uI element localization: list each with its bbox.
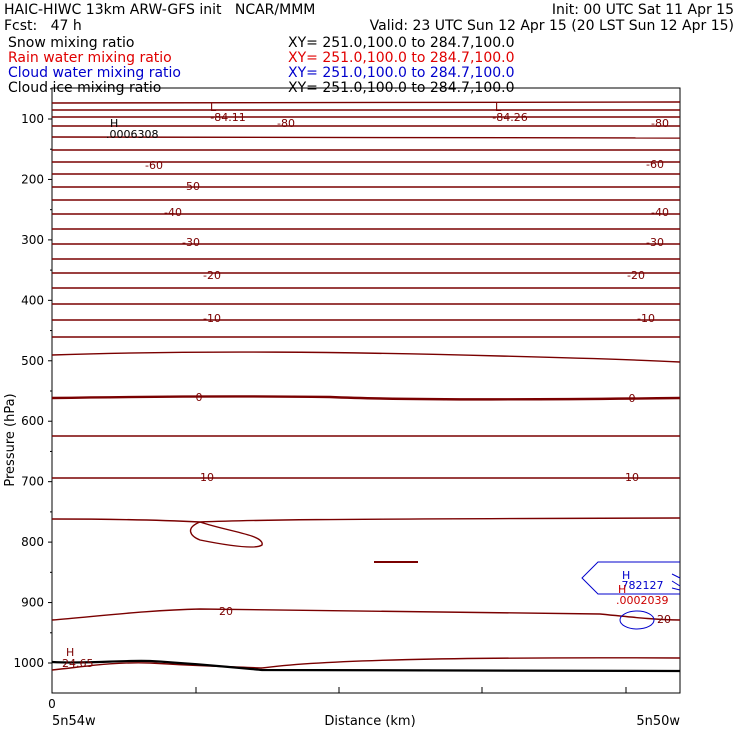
- contour-label-7: -40: [164, 206, 182, 219]
- y-tick-label-500: 500: [21, 354, 44, 368]
- header-init: Init: 00 UTC Sat 11 Apr 15: [551, 2, 734, 18]
- contour-label-4: -60: [145, 159, 163, 172]
- contour-label-20: 20: [657, 613, 671, 626]
- y-tick-label-900: 900: [21, 596, 44, 610]
- contour-label-16: 0: [629, 392, 636, 405]
- low-marker-left: L: [210, 101, 217, 114]
- low-marker-right: L: [495, 101, 502, 114]
- cloud-water-contour-small: [619, 610, 655, 630]
- contour-label-1: -84.26: [492, 111, 527, 124]
- contour-label-18: 10: [625, 471, 639, 484]
- rain-high-marker: H: [618, 583, 626, 596]
- cloud-water-contour-inner: [671, 573, 681, 591]
- contour-label-0: -84.11: [210, 111, 245, 124]
- x-left-label: 5n54w: [52, 714, 96, 729]
- field-snow-name: Snow mixing ratio: [8, 35, 135, 51]
- contour-label-9: -30: [182, 236, 200, 249]
- y-axis-ticks: 100 200 300 400 500 600 700 800 900 1000: [13, 88, 52, 670]
- header-title: HAIC-HIWC 13km ARW-GFS init NCAR/MMM: [4, 2, 316, 18]
- contour-label-3: -80: [651, 117, 669, 130]
- x-right-label: 5n50w: [636, 714, 680, 729]
- field-rain-xy: XY= 251.0,100.0 to 284.7,100.0: [288, 50, 515, 66]
- contour-label-17: 10: [200, 471, 214, 484]
- field-cloud-water-name: Cloud water mixing ratio: [8, 65, 181, 81]
- y-tick-label-200: 200: [21, 172, 44, 186]
- contour-label-19: 20: [219, 605, 233, 618]
- surface-pressure-line: [51, 659, 681, 673]
- contour-labels: -84.11 -84.26-80 -80-60 -60-50-40 -40-30 -30-…: [145, 111, 671, 626]
- plot-frame: [51, 87, 681, 694]
- contour-label-12: -20: [627, 269, 645, 282]
- contour-label-6: -50: [182, 180, 200, 193]
- cloud-water-max-value: .782127: [618, 579, 664, 592]
- y-tick-label-1000: 1000: [13, 656, 44, 670]
- field-rain-name: Rain water mixing ratio: [8, 50, 172, 66]
- contour-label-14: -10: [637, 312, 655, 325]
- contour-label-10: -30: [646, 236, 664, 249]
- temperature-contour-0: [51, 101, 681, 104]
- y-tick-label-700: 700: [21, 475, 44, 489]
- contour-label-11: -20: [203, 269, 221, 282]
- contour-label-5: -60: [646, 158, 664, 171]
- surface-high-marker: H: [66, 646, 74, 659]
- y-tick-label-300: 300: [21, 233, 44, 247]
- temperature-contour-curve-1: [51, 395, 681, 401]
- y-tick-label-100: 100: [21, 112, 44, 126]
- temperature-contour-curve-6: [51, 608, 681, 621]
- contour-label-8: -40: [651, 206, 669, 219]
- surface-high-value: 24.65: [62, 657, 94, 670]
- contour-label-13: -10: [203, 312, 221, 325]
- y-axis-label: Pressure (hPa): [3, 393, 18, 486]
- high-marker-top: H: [110, 117, 118, 130]
- rain-max-value: .0002039: [616, 594, 669, 607]
- x-axis-label: Distance (km): [324, 714, 415, 729]
- header-forecast: Fcst: 47 h: [4, 18, 82, 34]
- temperature-contour-curve-4: [51, 517, 681, 523]
- y-tick-label-800: 800: [21, 535, 44, 549]
- field-cloud-water-xy: XY= 251.0,100.0 to 284.7,100.0: [288, 65, 515, 81]
- contour-label-2: -80: [277, 117, 295, 130]
- temperature-contour-curve-0: [51, 351, 681, 363]
- temperature-contour-curve-5: [189, 521, 263, 548]
- header-valid: Valid: 23 UTC Sun 12 Apr 15 (20 LST Sun …: [369, 18, 734, 34]
- x-axis-ticks: [51, 687, 627, 693]
- cloud-water-contour: [581, 561, 680, 595]
- temperature-contour-curve-7: [261, 657, 681, 669]
- temperature-contour-4: [51, 136, 681, 139]
- y-tick-label-600: 600: [21, 414, 44, 428]
- temperature-contours: [51, 101, 681, 673]
- top-left-high-value: .0006308: [106, 128, 159, 141]
- cloud-water-high-marker: H: [622, 569, 630, 582]
- x-zero-label: 0: [48, 697, 56, 711]
- field-snow-xy: XY= 251.0,100.0 to 284.7,100.0: [288, 35, 515, 51]
- y-tick-label-400: 400: [21, 293, 44, 307]
- contour-label-15: 0: [196, 391, 203, 404]
